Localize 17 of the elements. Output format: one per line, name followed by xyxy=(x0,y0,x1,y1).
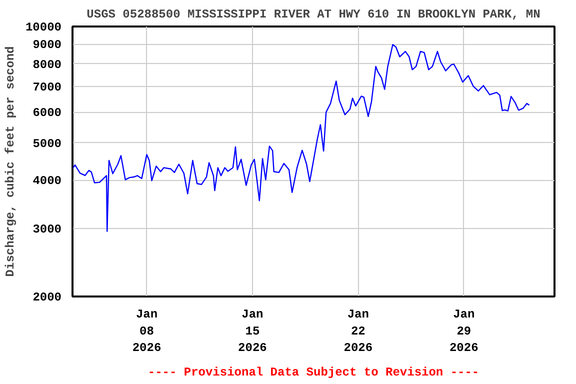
line-series xyxy=(72,44,530,232)
y-tick-label: 5000 xyxy=(32,136,62,151)
y-tick-label: 9000 xyxy=(32,38,62,52)
y-tick-label: 3000 xyxy=(32,222,62,236)
x-tick-label: Jan 22 2026 xyxy=(344,308,373,356)
chart-title: USGS 05288500 MISSISSIPPI RIVER AT HWY 610 IN BROOKLYN PARK, MN xyxy=(86,8,540,22)
y-tick-label: 4000 xyxy=(32,174,62,188)
y-tick-label: 8000 xyxy=(32,58,62,72)
y-tick-label: 10000 xyxy=(25,20,62,34)
y-tick-label: 2000 xyxy=(32,290,62,304)
x-tick-label: Jan 15 2026 xyxy=(238,308,267,356)
x-tick-label: Jan 08 2026 xyxy=(132,308,162,356)
y-tick-label: 7000 xyxy=(32,80,62,94)
y-tick-label: 6000 xyxy=(32,106,62,120)
x-tick-label: Jan 29 2026 xyxy=(449,308,478,356)
text: ---- Provisional Data Subject to Revision ---- xyxy=(148,366,480,380)
y-axis-title: Discharge, cubic feet per second xyxy=(3,46,18,277)
